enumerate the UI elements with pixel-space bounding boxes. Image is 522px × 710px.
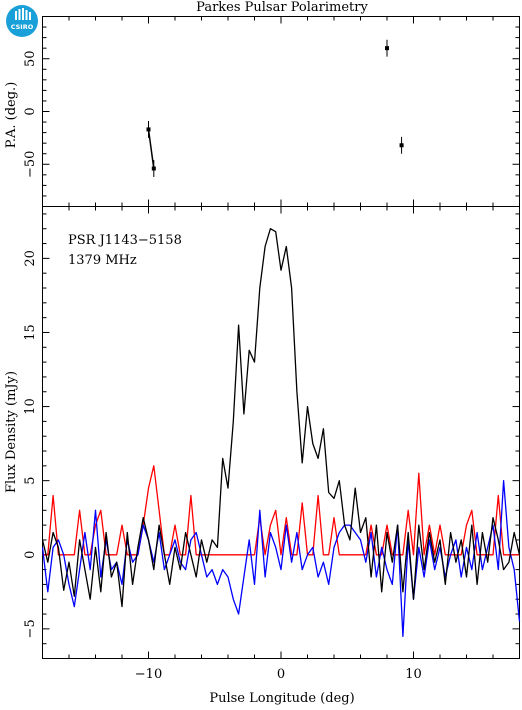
csiro-logo-text: CSIRO bbox=[11, 23, 34, 31]
pa-axis-ticks: −50 0 50 bbox=[23, 16, 520, 207]
pa-panel-frame bbox=[42, 16, 520, 207]
profile-panel-frame bbox=[42, 206, 520, 659]
pa-y-tick-label: 0 bbox=[23, 107, 38, 115]
pa-y-tick-label: −50 bbox=[23, 151, 38, 178]
pa-point bbox=[385, 46, 389, 51]
csiro-logo-bars-icon bbox=[15, 8, 31, 20]
profile-y-tick-label: 0 bbox=[23, 551, 38, 559]
pa-y-axis-label: P.A. (deg.) bbox=[4, 82, 19, 149]
total-intensity-line bbox=[41, 228, 521, 608]
profile-y-axis-label: Flux Density (mJy) bbox=[4, 371, 19, 493]
profile-x-tick-label: −10 bbox=[135, 667, 162, 682]
csiro-logo: CSIRO bbox=[6, 5, 38, 37]
pa-point bbox=[151, 166, 156, 171]
pa-point bbox=[146, 127, 151, 132]
profile-x-tick-label: 0 bbox=[277, 667, 285, 682]
chart-title: Parkes Pulsar Polarimetry bbox=[196, 0, 368, 15]
profile-y-tick-label: 5 bbox=[23, 477, 38, 485]
profile-x-tick-label: 10 bbox=[405, 667, 422, 682]
profile-y-tick-label: 20 bbox=[23, 250, 38, 267]
profile-y-tick-label: −5 bbox=[23, 619, 38, 638]
pa-point bbox=[399, 143, 404, 148]
circular-polarization-line bbox=[41, 480, 521, 637]
profile-axis-ticks: −5 0 5 10 15 20 −10 0 10 bbox=[23, 206, 520, 682]
pa-connector bbox=[147, 129, 155, 169]
profile-series-lines bbox=[41, 228, 521, 637]
profile-x-axis-label: Pulse Longitude (deg) bbox=[209, 691, 354, 706]
pa-data-points bbox=[146, 39, 404, 177]
linear-polarization-line bbox=[42, 465, 520, 556]
pa-y-tick-label: 50 bbox=[23, 50, 38, 67]
profile-y-tick-label: 10 bbox=[23, 398, 38, 415]
frequency-annotation: 1379 MHz bbox=[68, 253, 137, 268]
pulsar-name-annotation: PSR J1143−5158 bbox=[68, 233, 182, 248]
profile-y-tick-label: 15 bbox=[23, 324, 38, 341]
